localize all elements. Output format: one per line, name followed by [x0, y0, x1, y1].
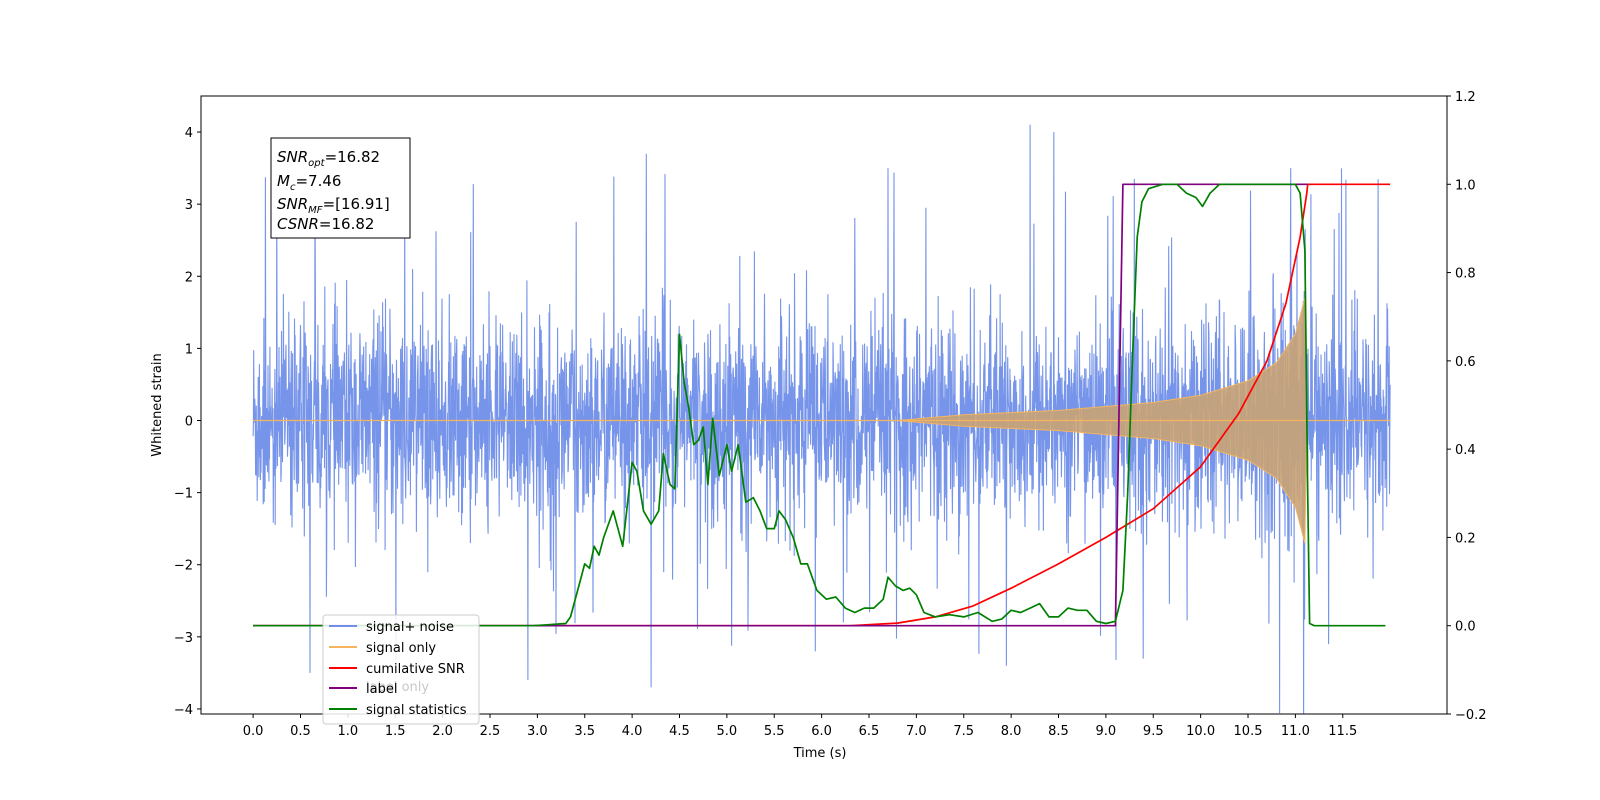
info-box: SNRopt=16.82 Mc=7.46 SNRMF=[16.91] CSNR=… [270, 137, 411, 239]
legend-label-signal-statistics: signal statistics [366, 703, 467, 718]
y2-tick-label: 0.6 [1455, 355, 1476, 370]
y2-tick-label: 0.0 [1455, 620, 1476, 635]
legend-frame [322, 614, 480, 725]
x-tick-label: 6.5 [859, 724, 880, 739]
y-tick-label: −4 [174, 703, 193, 718]
x-axis: 0.0 0.5 1.0 1.5 2.0 2.5 3.0 3.5 4.0 4.5 5.0 5.5 6.0 6… [243, 714, 1357, 739]
y2-tick-label: 0.2 [1455, 531, 1476, 546]
x-tick-label: 7.0 [906, 724, 927, 739]
x-tick-label: 8.0 [1001, 724, 1022, 739]
x-tick-label: 10.5 [1234, 724, 1263, 739]
series-label-line [253, 183, 1308, 627]
info-box-frame [270, 137, 411, 239]
x-tick-label: 4.5 [669, 724, 690, 739]
x-tick-label: 5.5 [764, 724, 785, 739]
y-tick-label: 0 [185, 415, 193, 430]
legend-label-signal-noise: signal+ noise [366, 620, 454, 635]
y2-tick-label: 1.0 [1455, 178, 1476, 193]
x-tick-label: 5.0 [717, 724, 738, 739]
y-tick-label: 3 [185, 198, 193, 213]
x-axis-title: Time (s) [793, 746, 847, 761]
y2-tick-label: −0.2 [1455, 708, 1487, 723]
series-layer [252, 124, 1391, 714]
x-tick-label: 10.0 [1186, 724, 1215, 739]
x-tick-label: 0.5 [290, 724, 311, 739]
legend-label-label: label [366, 682, 397, 697]
x-tick-label: 7.5 [953, 724, 974, 739]
y-tick-label: 1 [185, 342, 193, 357]
y-axis-left: 4 3 2 1 0 −1 −2 −3 −4 [174, 126, 201, 718]
legend-ghost-text: label only [366, 680, 429, 695]
x-tick-label: 11.5 [1328, 724, 1357, 739]
y-axis-right: 1.2 1.0 0.8 0.6 0.4 0.2 0.0 −0.2 [1447, 90, 1487, 723]
y-tick-label: 4 [185, 126, 193, 141]
x-tick-label: 3.5 [574, 724, 595, 739]
series-cumilative-snr-line [253, 183, 1391, 627]
info-csnr: CSNR=16.82 [277, 215, 374, 233]
x-tick-label: 11.0 [1281, 724, 1310, 739]
x-tick-label: 0.0 [243, 724, 264, 739]
y2-tick-label: 0.4 [1455, 443, 1476, 458]
y2-tick-label: 1.2 [1455, 90, 1476, 105]
y-tick-label: −1 [174, 487, 193, 502]
x-tick-label: 6.0 [811, 724, 832, 739]
x-tick-label: 2.0 [432, 724, 453, 739]
info-snr-opt: SNRopt=16.82 [277, 148, 380, 169]
x-tick-label: 3.0 [527, 724, 548, 739]
x-tick-label: 9.5 [1143, 724, 1164, 739]
x-tick-label: 8.5 [1048, 724, 1069, 739]
info-snr-mf: SNRMF=[16.91] [277, 195, 390, 216]
legend-label-signal-only: signal only [366, 641, 436, 656]
legend-label-cumulative-snr: cumilative SNR [366, 662, 465, 677]
y2-tick-label: 0.8 [1455, 267, 1476, 282]
y-axis-title: Whitened strain [150, 353, 165, 456]
y-tick-label: −3 [174, 631, 193, 646]
legend: label only signal+ noise signal only cum… [322, 614, 480, 725]
info-mc: Mc=7.46 [277, 172, 341, 193]
x-tick-label: 1.0 [338, 724, 359, 739]
plot-frame [200, 95, 1448, 715]
x-tick-label: 9.0 [1096, 724, 1117, 739]
series-signal-statistics-line [253, 183, 1386, 627]
y-tick-label: −2 [174, 559, 193, 574]
x-tick-label: 4.0 [622, 724, 643, 739]
series-signal-noise-line [252, 124, 1391, 714]
x-tick-label: 2.5 [480, 724, 501, 739]
x-tick-label: 1.5 [385, 724, 406, 739]
y-tick-label: 2 [185, 270, 193, 285]
